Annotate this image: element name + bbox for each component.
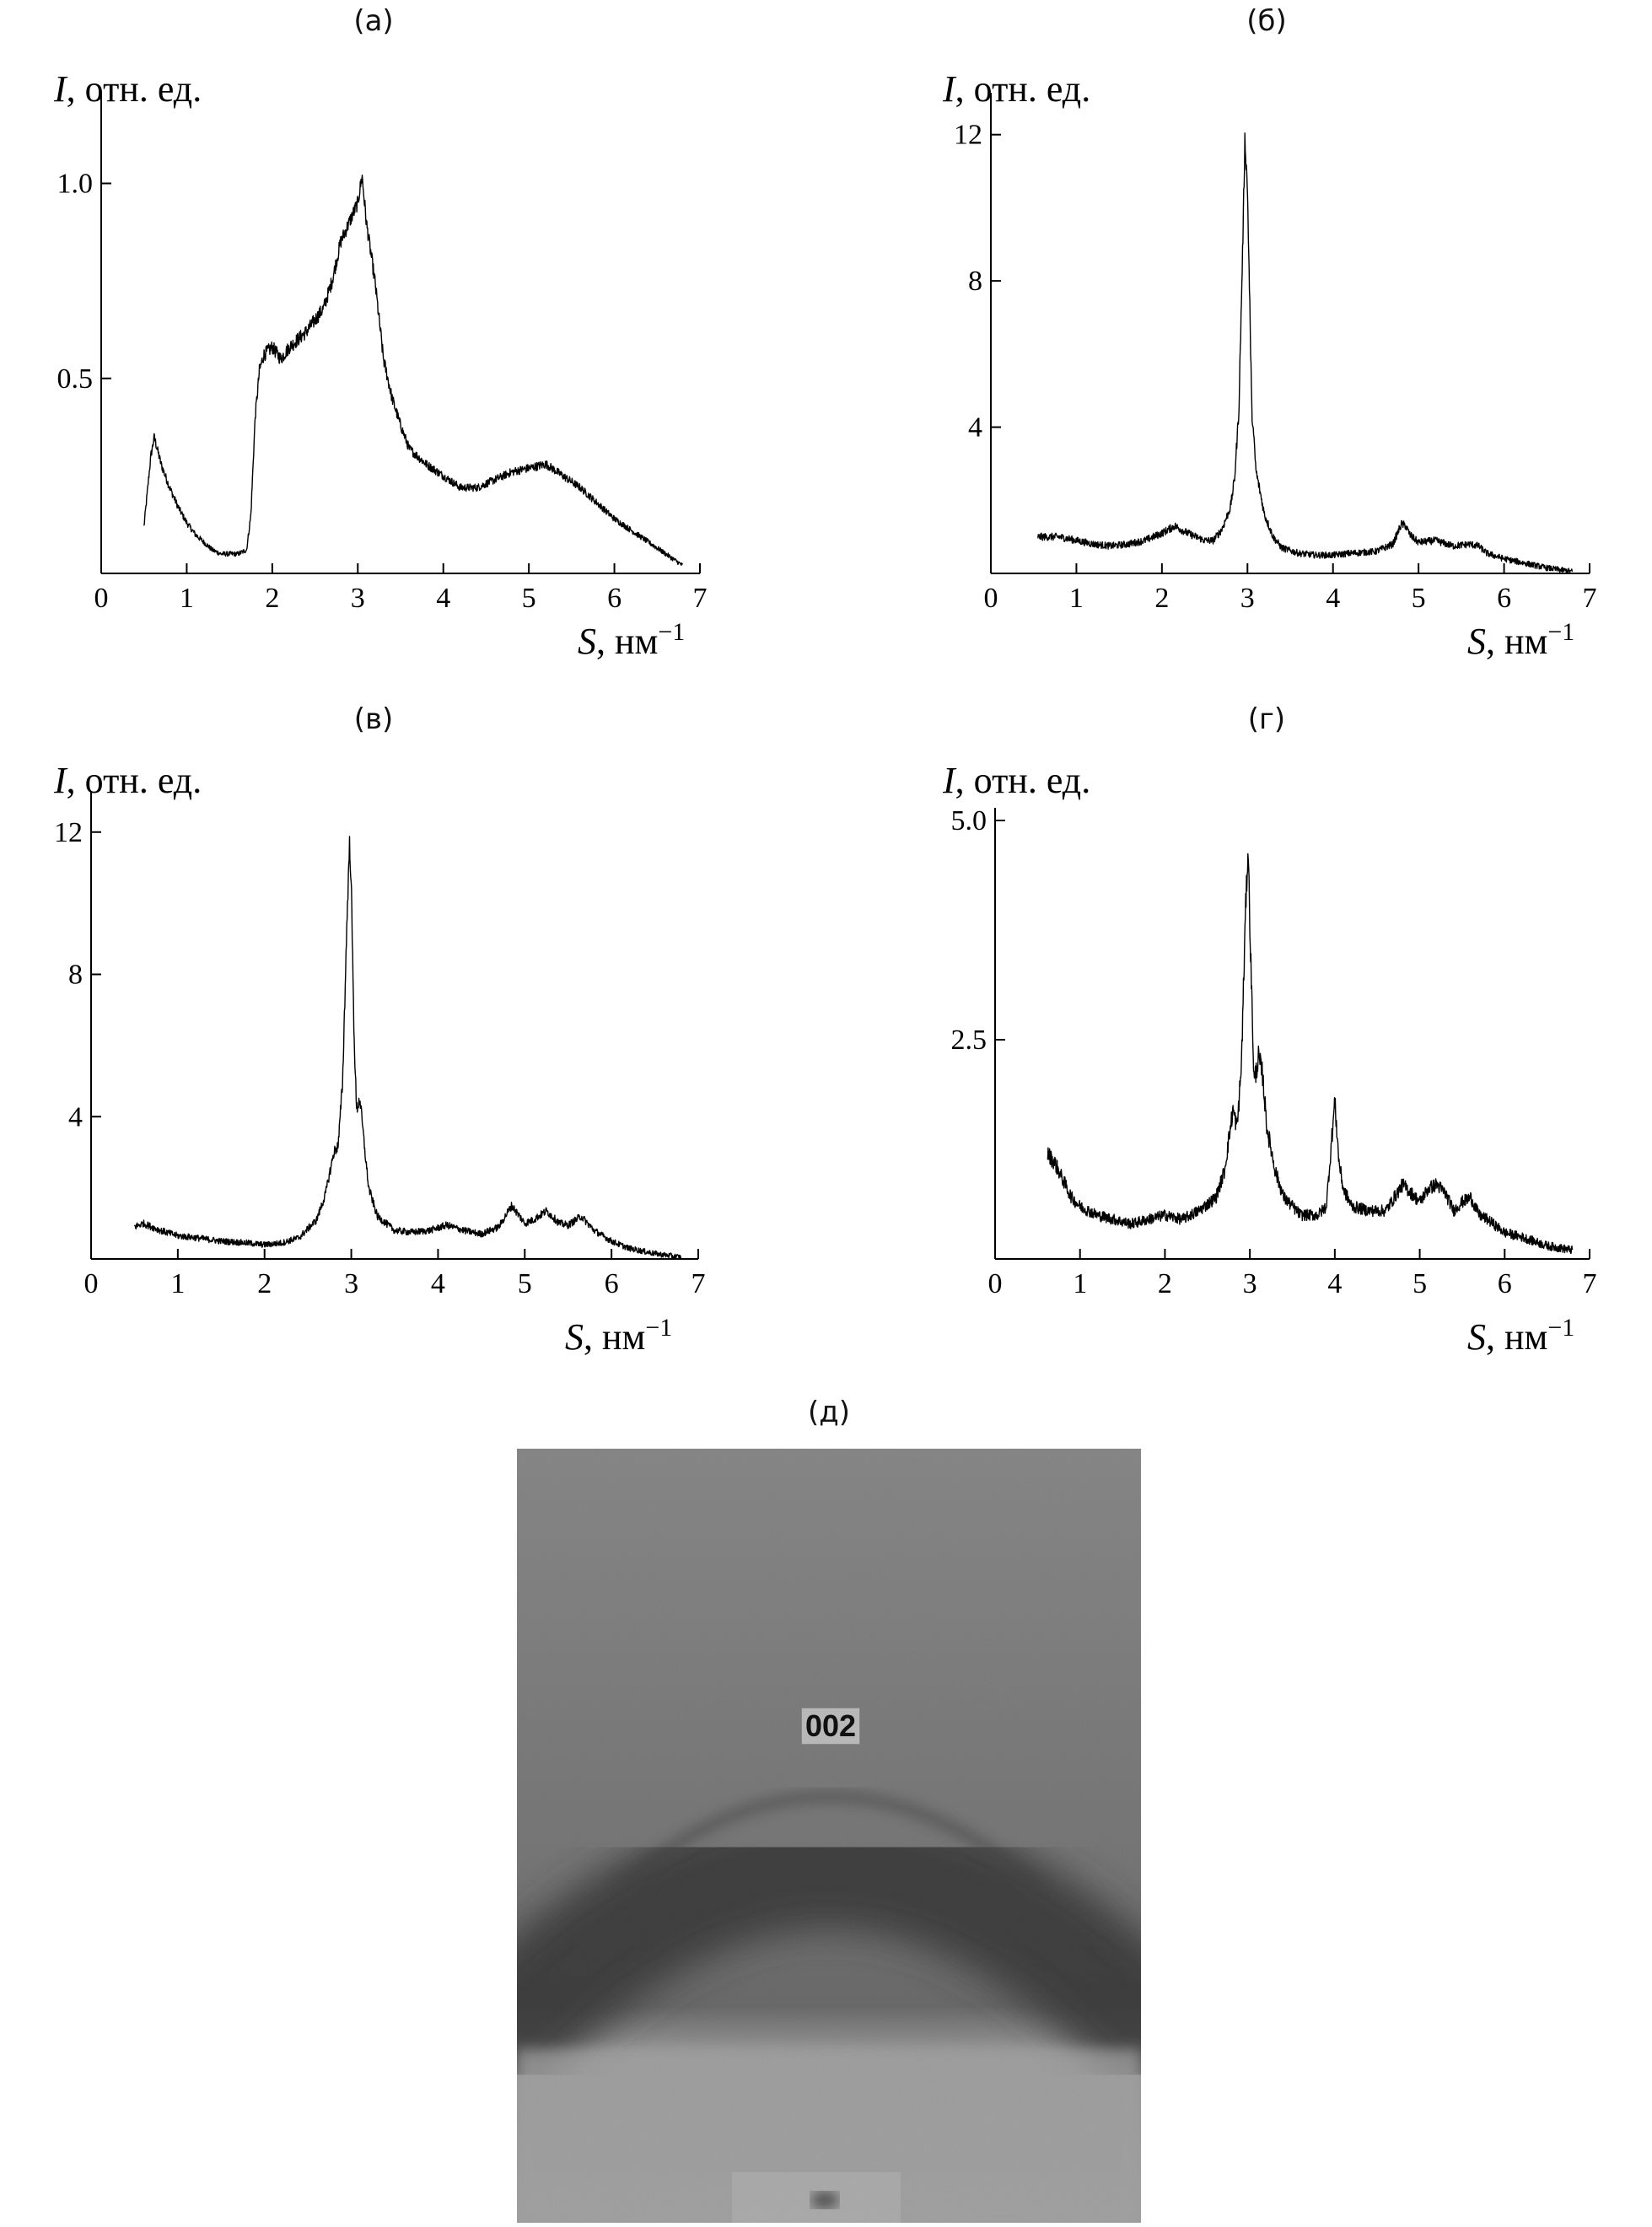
y-tick-label: 1.0 [57,169,94,200]
x-tick-label: 6 [607,583,622,614]
y-tick-label: 12 [954,120,982,151]
y-tick-label: 5.0 [951,805,987,836]
y-axis-label: I, отн. ед. [53,760,202,801]
series-line [133,836,682,1260]
x-tick-label: 2 [257,1268,272,1299]
panel-label-a: (а) [353,4,394,38]
y-tick-label: 0.5 [57,363,94,395]
series-line [1047,853,1574,1255]
y-tick-label: 2.5 [951,1025,987,1056]
x-tick-label: 7 [691,1268,706,1299]
x-tick-label: 1 [1073,1268,1087,1299]
x-tick-label: 4 [1327,1268,1342,1299]
x-tick-label: 6 [1498,1268,1512,1299]
y-tick-label: 8 [68,960,83,991]
y-axis-label: I, отн. ед. [53,68,202,110]
x-tick-label: 0 [94,583,109,614]
x-tick-label: 7 [1583,583,1597,614]
series-line [143,174,684,566]
x-tick-label: 1 [180,583,194,614]
chart-panel-a: 0 1 2 3 4 5 6 7 0.5 1.0 I, отн. ед. S, нм−1 [53,68,708,662]
x-axis-label: S, нм−1 [578,618,685,662]
x-tick-label: 2 [265,583,279,614]
chart-panel-d: 0 1 2 3 4 5 6 7 2.5 5.0 I, отн. ед. S, нм−1 [942,760,1597,1358]
x-tick-label: 6 [605,1268,619,1299]
x-tick-label: 2 [1154,583,1169,614]
x-tick-label: 5 [1413,1268,1427,1299]
x-tick-label: 4 [431,1268,445,1299]
x-tick-label: 5 [1412,583,1426,614]
y-tick-label: 4 [968,412,982,444]
y-tick-label: 4 [68,1101,83,1132]
x-tick-label: 1 [170,1268,185,1299]
x-tick-label: 5 [522,583,536,614]
x-tick-label: 3 [1243,1268,1257,1299]
x-axis-label: S, нм−1 [1467,1314,1574,1358]
series-line [1037,132,1574,574]
y-tick-label: 12 [54,817,83,848]
x-tick-label: 1 [1069,583,1084,614]
x-axis-label: S, нм−1 [565,1314,672,1358]
y-tick-label: 8 [968,266,982,297]
x-axis-label: S, нм−1 [1467,618,1574,662]
x-tick-label: 7 [693,583,708,614]
x-tick-label: 3 [1240,583,1255,614]
x-tick-label: 0 [984,583,998,614]
x-tick-label: 3 [351,583,365,614]
y-axis-label: I, отн. ед. [942,760,1090,801]
panel-label-d: (г) [1247,702,1286,736]
panel-label-c: (в) [353,702,394,736]
x-tick-label: 0 [988,1268,1003,1299]
panel-label-b: (б) [1246,4,1287,38]
panel-label-e: (д) [807,1396,851,1429]
xrd-charts: 0 1 2 3 4 5 6 70.51.0I, отн. ед.S, нм−10 1 2 3 4 5 6 7… [53,68,1597,1358]
y-axis-label: I, отн. ед. [942,68,1090,110]
x-tick-label: 3 [344,1268,358,1299]
reflection-label-002: 002 [801,1708,861,1745]
x-tick-label: 4 [1326,583,1340,614]
x-tick-label: 0 [84,1268,99,1299]
x-tick-label: 5 [518,1268,532,1299]
x-tick-label: 7 [1583,1268,1597,1299]
x-tick-label: 6 [1497,583,1511,614]
x-tick-label: 4 [436,583,450,614]
diffraction-pattern-image [517,1449,1141,2223]
x-tick-label: 2 [1158,1268,1172,1299]
